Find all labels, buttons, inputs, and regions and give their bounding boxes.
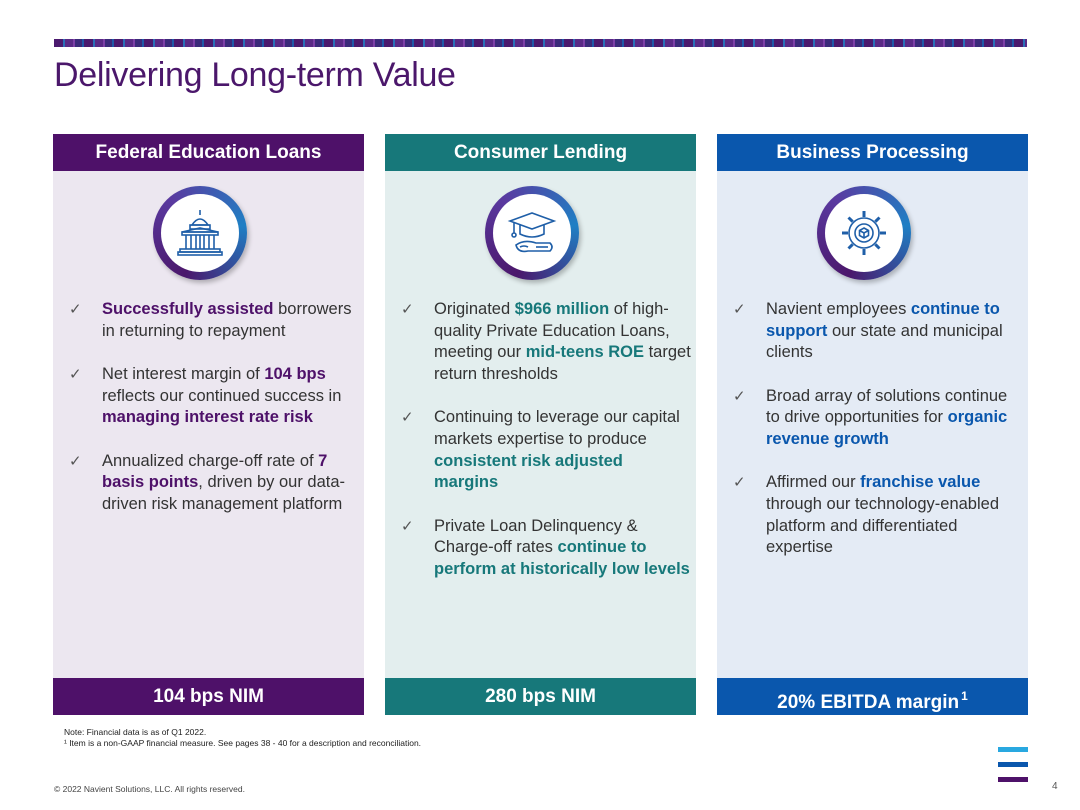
bullet-text: Continuing to leverage our capital marke… xyxy=(434,408,680,449)
column-consumer-lending: Consumer Lending ✓ Originated $966 millio… xyxy=(385,134,696,715)
checkmark-icon: ✓ xyxy=(401,517,414,535)
bullet-list: ✓ Navient employees continue to support o… xyxy=(733,299,1023,581)
bullet-text: target return thresholds xyxy=(434,343,691,384)
bullet-highlight: franchise value xyxy=(860,473,981,492)
column-business-processing: Business Processing ✓ Navient employees c… xyxy=(717,134,1028,715)
bullet-item: ✓ Successfully assisted borrowers in retu… xyxy=(69,299,359,342)
bullet-text: our state and municipal clients xyxy=(766,321,1003,362)
logo-bar-purple xyxy=(998,777,1028,782)
column-header: Federal Education Loans xyxy=(53,134,364,171)
bullet-list: ✓ Successfully assisted borrowers in retu… xyxy=(69,299,359,537)
bullet-text: borrowers in returning to repayment xyxy=(102,300,352,340)
bullet-item: ✓ Private Loan Delinquency & Charge-off r… xyxy=(401,516,691,581)
bullet-highlight: continue to support xyxy=(766,300,1000,340)
footnote-note: Note: Financial data is as of Q1 2022. xyxy=(64,727,207,737)
column-footer-metric: 104 bps NIM xyxy=(53,678,364,715)
checkmark-icon: ✓ xyxy=(69,365,82,383)
checkmark-icon: ✓ xyxy=(733,301,746,318)
bullet-text: Broad array of solutions continue to dri… xyxy=(766,386,1008,427)
bullet-text: Navient employees xyxy=(766,300,911,318)
bullet-text: of high-quality Private Education Loans,… xyxy=(434,300,670,362)
footnote-non-gaap: ¹ Item is a non-GAAP financial measure. … xyxy=(64,738,422,748)
checkmark-icon: ✓ xyxy=(69,301,82,318)
checkmark-icon: ✓ xyxy=(69,452,82,470)
checkmark-icon: ✓ xyxy=(733,474,746,492)
logo-bar-blue xyxy=(998,762,1028,767)
bullet-text: Affirmed our xyxy=(766,473,861,492)
bullet-highlight: organic revenue growth xyxy=(766,408,1008,449)
bullet-item: ✓ Continuing to leverage our capital mark… xyxy=(401,407,691,494)
column-federal-education-loans: Federal Education Loans ✓ Successfully as… xyxy=(53,134,364,715)
bullet-text: , driven by our data-driven risk managem… xyxy=(102,473,346,513)
bullet-highlight: consistent risk adjusted margins xyxy=(434,451,623,492)
bullet-highlight: $966 million xyxy=(514,300,610,318)
bullet-highlight: managing interest rate risk xyxy=(102,408,313,427)
logo-bar-cyan xyxy=(998,747,1028,752)
bullet-text: reflects our continued success in xyxy=(102,386,342,405)
bullet-item: ✓ Annualized charge-off rate of 7 basis p… xyxy=(69,451,359,516)
bullet-text: Annualized charge-off rate of xyxy=(102,451,319,470)
bullet-text: Net interest margin of xyxy=(102,364,265,383)
bullet-text: Private Loan Delinquency & Charge-off ra… xyxy=(434,516,638,557)
graduation-cap-diploma-icon xyxy=(485,186,579,280)
gear-network-icon xyxy=(817,186,911,280)
navient-logo-icon xyxy=(998,747,1028,792)
copyright: © 2022 Navient Solutions, LLC. All right… xyxy=(54,784,246,794)
bullet-list: ✓ Originated $966 million of high-quality… xyxy=(401,299,691,602)
bullet-text: through our technology-enabled platform … xyxy=(766,494,1000,557)
bullet-highlight: 7 basis points xyxy=(102,451,328,492)
page-number: 4 xyxy=(1052,781,1058,792)
footnote-marker: 1 xyxy=(961,689,968,703)
bullet-text: Originated xyxy=(434,300,515,318)
bullet-item: ✓ Net interest margin of 104 bps reflects… xyxy=(69,364,359,429)
checkmark-icon: ✓ xyxy=(401,301,414,318)
checkmark-icon: ✓ xyxy=(401,409,414,427)
bullet-highlight: continue to perform at historically low … xyxy=(434,538,690,579)
column-header: Business Processing xyxy=(717,134,1028,171)
column-header: Consumer Lending xyxy=(385,134,696,171)
page-title: Delivering Long-term Value xyxy=(54,56,456,94)
capitol-building-icon xyxy=(153,186,247,280)
bullet-item: ✓ Affirmed our franchise value through ou… xyxy=(733,472,1023,559)
bullet-highlight: Successfully assisted xyxy=(102,300,274,318)
bullet-highlight: 104 bps xyxy=(264,364,326,383)
column-footer-metric: 20% EBITDA margin 1 xyxy=(717,678,1028,715)
decorative-header-bar xyxy=(54,39,1027,47)
footnotes: Note: Financial data is as of Q1 2022. ¹… xyxy=(64,727,421,749)
checkmark-icon: ✓ xyxy=(733,387,746,405)
bullet-item: ✓ Originated $966 million of high-quality… xyxy=(401,299,691,386)
column-footer-metric: 280 bps NIM xyxy=(385,678,696,715)
bullet-item: ✓ Broad array of solutions continue to dr… xyxy=(733,386,1023,451)
bullet-item: ✓ Navient employees continue to support o… xyxy=(733,299,1023,364)
bullet-highlight: mid-teens ROE xyxy=(525,343,644,362)
